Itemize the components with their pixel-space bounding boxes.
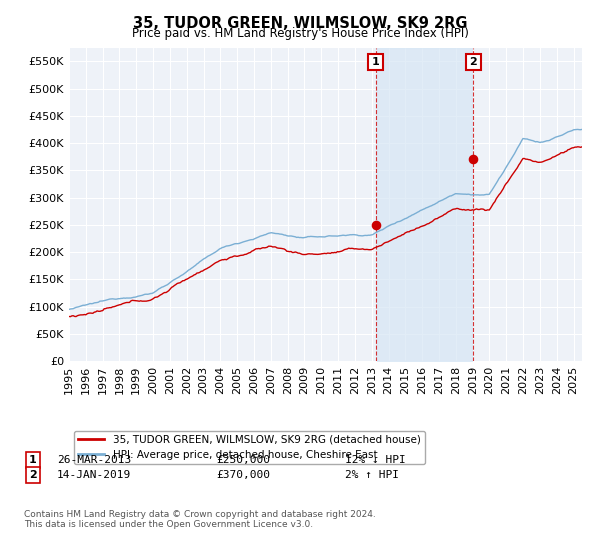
Text: 2: 2 xyxy=(29,470,37,480)
Text: 12% ↓ HPI: 12% ↓ HPI xyxy=(345,455,406,465)
Point xyxy=(469,155,478,164)
Text: 26-MAR-2013: 26-MAR-2013 xyxy=(57,455,131,465)
Text: £370,000: £370,000 xyxy=(216,470,270,480)
Text: 35, TUDOR GREEN, WILMSLOW, SK9 2RG: 35, TUDOR GREEN, WILMSLOW, SK9 2RG xyxy=(133,16,467,31)
Text: 1: 1 xyxy=(29,455,37,465)
Text: 1: 1 xyxy=(372,57,379,67)
Text: 2% ↑ HPI: 2% ↑ HPI xyxy=(345,470,399,480)
Text: Contains HM Land Registry data © Crown copyright and database right 2024.
This d: Contains HM Land Registry data © Crown c… xyxy=(24,510,376,529)
Text: Price paid vs. HM Land Registry's House Price Index (HPI): Price paid vs. HM Land Registry's House … xyxy=(131,27,469,40)
Text: £250,000: £250,000 xyxy=(216,455,270,465)
Text: 14-JAN-2019: 14-JAN-2019 xyxy=(57,470,131,480)
Text: 2: 2 xyxy=(469,57,477,67)
Point xyxy=(371,221,380,230)
Legend: 35, TUDOR GREEN, WILMSLOW, SK9 2RG (detached house), HPI: Average price, detache: 35, TUDOR GREEN, WILMSLOW, SK9 2RG (deta… xyxy=(74,431,425,464)
